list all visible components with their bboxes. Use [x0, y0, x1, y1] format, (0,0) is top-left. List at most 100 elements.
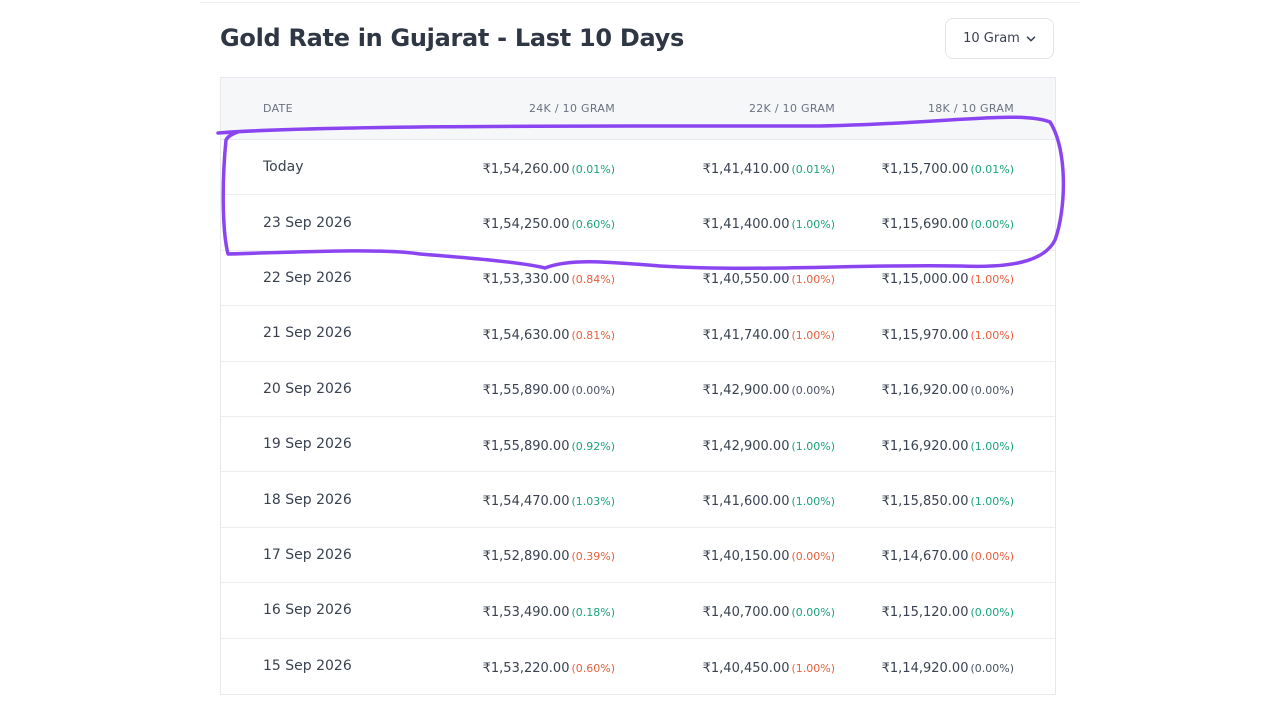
rate-change-22k: (0.00%) — [791, 550, 835, 564]
rate-price-18k: ₹1,15,850.00 — [881, 494, 969, 510]
rate-change-24k: (0.92%) — [571, 439, 615, 453]
rate-price-22k: ₹1,40,150.00 — [702, 549, 790, 565]
row-date: 16 Sep 2026 — [263, 602, 352, 619]
rate-change-18k: (0.00%) — [970, 550, 1014, 564]
rate-price-24k: ₹1,54,250.00 — [482, 217, 570, 233]
rate-cell-24k: ₹1,54,630.00 (0.81%) — [441, 324, 615, 343]
rate-price-18k: ₹1,16,920.00 — [881, 383, 969, 399]
rate-cell-22k: ₹1,40,550.00 (1.00%) — [615, 268, 835, 287]
column-header-24k: 24K / 10 GRAM — [528, 102, 615, 115]
rate-price-22k: ₹1,41,740.00 — [702, 327, 790, 343]
rate-cell-24k: ₹1,53,220.00 (0.60%) — [441, 657, 615, 676]
rate-change-22k: (0.00%) — [791, 605, 835, 619]
rate-cell-22k: ₹1,40,150.00 (0.00%) — [615, 545, 835, 564]
rate-price-22k: ₹1,40,450.00 — [702, 660, 790, 676]
rate-change-22k: (1.00%) — [791, 495, 835, 509]
rate-change-18k: (1.00%) — [970, 439, 1014, 453]
rate-cell-22k: ₹1,41,410.00 (0.01%) — [615, 158, 835, 177]
table-header: DATE 24K / 10 GRAM 22K / 10 GRAM 18K / 1… — [221, 78, 1055, 140]
rate-change-24k: (0.01%) — [571, 162, 615, 176]
rate-change-22k: (1.00%) — [791, 218, 835, 232]
rate-change-18k: (1.00%) — [970, 273, 1014, 287]
rate-change-18k: (0.00%) — [970, 218, 1014, 232]
rate-cell-24k: ₹1,53,490.00 (0.18%) — [441, 601, 615, 620]
gold-rate-table: DATE 24K / 10 GRAM 22K / 10 GRAM 18K / 1… — [220, 77, 1056, 695]
rate-change-18k: (1.00%) — [970, 495, 1014, 509]
rate-cell-18k: ₹1,15,850.00 (1.00%) — [835, 490, 1014, 509]
rate-change-18k: (0.00%) — [970, 384, 1014, 398]
rate-cell-22k: ₹1,42,900.00 (1.00%) — [615, 435, 835, 454]
rate-price-18k: ₹1,15,000.00 — [881, 272, 969, 288]
rate-cell-22k: ₹1,41,400.00 (1.00%) — [615, 213, 835, 232]
rate-price-24k: ₹1,54,470.00 — [482, 494, 570, 510]
rate-price-18k: ₹1,15,970.00 — [881, 327, 969, 343]
row-date: 15 Sep 2026 — [263, 658, 352, 675]
rate-change-18k: (0.00%) — [970, 605, 1014, 619]
rate-change-24k: (0.81%) — [571, 328, 615, 342]
rate-change-22k: (1.00%) — [791, 439, 835, 453]
rate-price-24k: ₹1,54,630.00 — [482, 327, 570, 343]
page-title: Gold Rate in Gujarat - Last 10 Days — [220, 24, 684, 52]
column-header-date: DATE — [263, 102, 293, 115]
column-header-18k: 18K / 10 GRAM — [927, 102, 1014, 115]
row-date: 18 Sep 2026 — [263, 491, 352, 508]
rate-change-18k: (1.00%) — [970, 328, 1014, 342]
rate-change-18k: (0.00%) — [970, 661, 1014, 675]
rate-cell-22k: ₹1,41,740.00 (1.00%) — [615, 324, 835, 343]
rate-cell-24k: ₹1,52,890.00 (0.39%) — [441, 545, 615, 564]
row-date: Today — [263, 159, 304, 176]
rate-price-24k: ₹1,53,490.00 — [482, 604, 570, 620]
rate-price-18k: ₹1,15,120.00 — [881, 604, 969, 620]
rate-change-22k: (0.01%) — [791, 162, 835, 176]
rate-change-24k: (0.00%) — [571, 384, 615, 398]
rate-cell-22k: ₹1,40,450.00 (1.00%) — [615, 657, 835, 676]
rate-change-22k: (1.00%) — [791, 328, 835, 342]
rate-price-24k: ₹1,54,260.00 — [482, 161, 570, 177]
rate-price-24k: ₹1,53,330.00 — [482, 272, 570, 288]
rate-price-22k: ₹1,42,900.00 — [702, 438, 790, 454]
rate-price-24k: ₹1,55,890.00 — [482, 383, 570, 399]
rate-change-24k: (0.60%) — [571, 661, 615, 675]
rate-price-18k: ₹1,15,700.00 — [881, 161, 969, 177]
table-body: Today ₹1,54,260.00 (0.01%) ₹1,41,410.00 (0.0… — [221, 140, 1055, 694]
column-header-22k: 22K / 10 GRAM — [748, 102, 835, 115]
rate-cell-18k: ₹1,14,920.00 (0.00%) — [835, 657, 1014, 676]
rate-price-18k: ₹1,14,920.00 — [881, 660, 969, 676]
row-date: 20 Sep 2026 — [263, 380, 352, 397]
table-row: 16 Sep 2026 ₹1,53,490.00 (0.18%) ₹1,40,700.… — [221, 583, 1055, 639]
rate-price-18k: ₹1,15,690.00 — [881, 217, 969, 233]
rate-price-24k: ₹1,55,890.00 — [482, 438, 570, 454]
rate-cell-18k: ₹1,15,690.00 (0.00%) — [835, 213, 1014, 232]
row-date: 19 Sep 2026 — [263, 436, 352, 453]
rate-cell-22k: ₹1,40,700.00 (0.00%) — [615, 601, 835, 620]
rate-cell-18k: ₹1,14,670.00 (0.00%) — [835, 545, 1014, 564]
rate-cell-18k: ₹1,15,970.00 (1.00%) — [835, 324, 1014, 343]
rate-change-24k: (0.39%) — [571, 550, 615, 564]
row-date: 22 Sep 2026 — [263, 269, 352, 286]
rate-cell-18k: ₹1,15,120.00 (0.00%) — [835, 601, 1014, 620]
table-row: 18 Sep 2026 ₹1,54,470.00 (1.03%) ₹1,41,600.… — [221, 472, 1055, 528]
rate-change-22k: (1.00%) — [791, 661, 835, 675]
rate-cell-24k: ₹1,54,470.00 (1.03%) — [441, 490, 615, 509]
rate-change-22k: (0.00%) — [791, 384, 835, 398]
rate-change-24k: (1.03%) — [571, 495, 615, 509]
table-row: 23 Sep 2026 ₹1,54,250.00 (0.60%) ₹1,41,400.… — [221, 195, 1055, 251]
rate-cell-22k: ₹1,41,600.00 (1.00%) — [615, 490, 835, 509]
rate-cell-18k: ₹1,15,000.00 (1.00%) — [835, 268, 1014, 287]
rate-price-24k: ₹1,53,220.00 — [482, 660, 570, 676]
unit-select-dropdown[interactable]: 10 Gram — [945, 18, 1054, 59]
rate-cell-24k: ₹1,55,890.00 (0.00%) — [441, 379, 615, 398]
rate-price-22k: ₹1,41,410.00 — [702, 161, 790, 177]
rate-cell-18k: ₹1,16,920.00 (1.00%) — [835, 435, 1014, 454]
chevron-down-icon — [1026, 35, 1036, 41]
rate-cell-24k: ₹1,55,890.00 (0.92%) — [441, 435, 615, 454]
unit-select-value: 10 Gram — [963, 31, 1020, 46]
row-date: 23 Sep 2026 — [263, 214, 352, 231]
table-row: 15 Sep 2026 ₹1,53,220.00 (0.60%) ₹1,40,450.… — [221, 639, 1055, 694]
rate-cell-24k: ₹1,54,260.00 (0.01%) — [441, 158, 615, 177]
rate-price-18k: ₹1,14,670.00 — [881, 549, 969, 565]
rate-price-22k: ₹1,41,400.00 — [702, 217, 790, 233]
rate-cell-18k: ₹1,15,700.00 (0.01%) — [835, 158, 1014, 177]
table-row: 17 Sep 2026 ₹1,52,890.00 (0.39%) ₹1,40,150.… — [221, 528, 1055, 584]
